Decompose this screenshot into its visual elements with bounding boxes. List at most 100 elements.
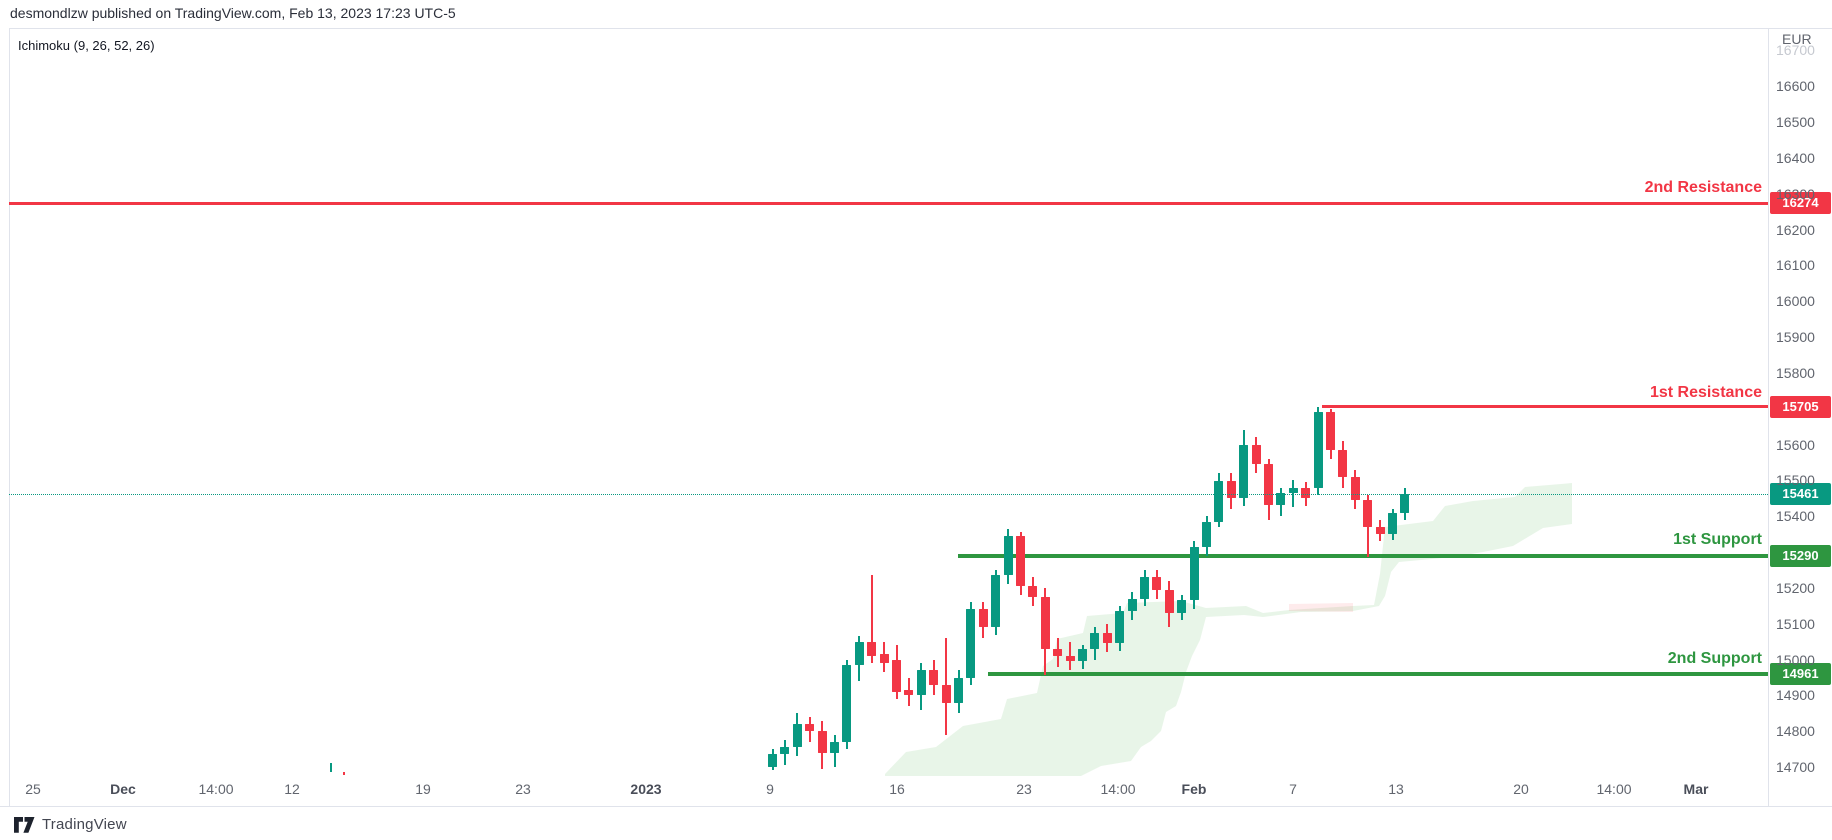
candle [854,641,864,665]
candle [792,724,802,748]
candle [954,677,963,703]
price-tick: 14800 [1776,723,1815,740]
candle [1276,492,1286,506]
candle [805,724,815,732]
price-tick: 16700 [1776,42,1815,59]
support-price-badge: 15290 [1770,544,1831,567]
candle [1127,598,1137,612]
price-axis-separator[interactable] [1768,28,1769,806]
candle [1202,521,1211,547]
candle [1400,494,1410,513]
time-tick: 14:00 [1596,781,1632,797]
time-tick: 23 [515,781,531,797]
candle [780,747,790,754]
time-tick: Mar [1683,781,1709,797]
price-tick: 14900 [1776,687,1815,704]
candle [1388,512,1397,535]
time-tick: 23 [1016,781,1032,797]
price-tick: 16200 [1776,221,1815,238]
resistance-price-badge: 15705 [1770,395,1831,418]
candle [1164,589,1174,614]
support-line[interactable] [958,553,1768,558]
candle [892,659,901,692]
time-tick: 9 [766,781,774,797]
tradingview-logo[interactable]: TradingView [14,816,127,833]
price-tick: 15100 [1776,615,1815,632]
price-tick: 16400 [1776,149,1815,166]
candle [916,670,926,696]
time-tick: 16 [889,781,905,797]
price-tick: 16300 [1776,185,1815,202]
candle [879,654,889,664]
candle [1375,527,1385,535]
candle [817,731,827,753]
candle [842,665,852,743]
candle [1363,500,1373,527]
candle [1301,487,1311,499]
time-tick: 14:00 [1100,781,1136,797]
time-tick: Dec [110,781,136,797]
time-tick: Feb [1181,781,1207,797]
candle [1177,600,1187,614]
stray-bar-artifact [330,763,332,772]
stray-bar-artifact [343,772,345,775]
price-tick: 15400 [1776,508,1815,525]
indicator-legend[interactable]: Ichimoku (9, 26, 52, 26) [18,38,155,53]
pane-border-top [9,28,1832,29]
candle [867,641,877,657]
candle-wick [1292,480,1295,508]
candle [991,575,1001,628]
support-price-badge: 14961 [1770,662,1831,685]
candle [1326,411,1335,450]
candle [978,609,988,628]
time-tick: 2023 [630,781,662,797]
candle [1102,632,1112,644]
candle [1078,648,1087,662]
time-axis-border-bottom [0,806,1832,807]
candle [941,684,951,703]
candle [904,690,914,696]
candle [1189,546,1199,601]
price-tick: 15200 [1776,579,1815,596]
support-line[interactable] [988,671,1768,676]
time-tick: 12 [284,781,300,797]
support-label: 2nd Support [1667,649,1762,667]
candle [1090,632,1100,649]
tradingview-logo-icon [14,816,35,833]
candle [1003,535,1013,576]
candle [1115,611,1125,644]
price-tick: 15900 [1776,329,1815,346]
time-axis[interactable] [0,775,1832,806]
candle [1350,476,1360,501]
price-tick: 16600 [1776,78,1815,95]
price-tick: 16000 [1776,293,1815,310]
candle [1226,481,1236,499]
candle [1053,648,1063,657]
candle [1152,577,1162,590]
candle [929,670,939,685]
resistance-line[interactable] [1322,405,1768,409]
time-tick: 25 [25,781,41,797]
price-tick: 15600 [1776,436,1815,453]
published-byline: desmondlzw published on TradingView.com,… [10,5,456,21]
candle [1264,464,1273,506]
candle [1288,487,1298,493]
candle [1214,481,1224,522]
candle [768,753,777,768]
candle-wick [870,575,873,664]
resistance-line[interactable] [9,201,1768,205]
candle [1140,577,1149,599]
support-label: 1st Support [1673,530,1762,548]
time-tick: 13 [1388,781,1404,797]
price-tick: 15500 [1776,472,1815,489]
candle [1065,656,1075,662]
price-tick: 16500 [1776,113,1815,130]
resistance-label: 1st Resistance [1649,383,1762,401]
time-tick: 19 [415,781,431,797]
resistance-price-badge: 16274 [1770,192,1831,214]
tradingview-logo-text: TradingView [42,816,127,833]
time-tick: 7 [1289,781,1297,797]
candle [830,742,839,753]
